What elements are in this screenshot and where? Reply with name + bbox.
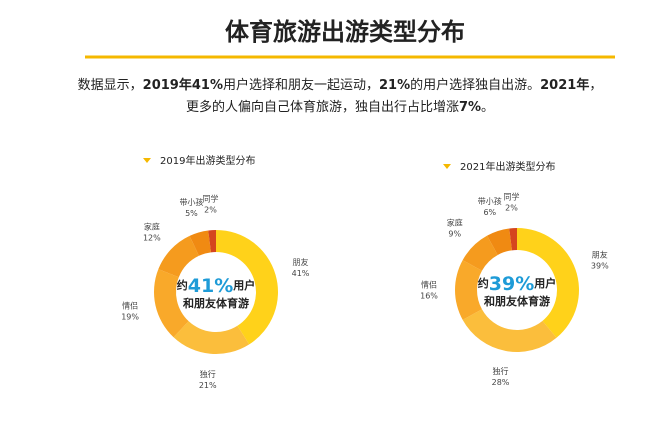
- title-marker: [443, 164, 451, 169]
- segment-value: 39%: [591, 262, 609, 271]
- donut-segment: [208, 230, 216, 253]
- center-highlight: 39%: [489, 273, 534, 295]
- center-suffix: 用户: [233, 278, 255, 292]
- segment-label: 朋友: [293, 257, 309, 267]
- summary-segment: ，: [589, 78, 602, 93]
- summary-segment: 数据显示，: [78, 78, 143, 93]
- summary-line: 数据显示，2019年41%用户选择和朋友一起运动，21%的用户选择独自出游。20…: [78, 77, 603, 93]
- center-text: 约39%用户: [478, 273, 556, 295]
- donut-segment: [173, 321, 250, 354]
- segment-value: 16%: [420, 292, 438, 301]
- center-text-line2: 和朋友体育游: [183, 296, 249, 310]
- center-highlight: 41%: [188, 275, 233, 297]
- segment-value: 21%: [199, 381, 217, 390]
- segment-value: 19%: [121, 313, 139, 322]
- donut-segment: [216, 230, 278, 345]
- donut-segment: [454, 260, 482, 320]
- center-prefix: 约: [478, 276, 489, 290]
- segment-value: 41%: [292, 269, 310, 278]
- center-text: 约41%用户: [177, 275, 255, 297]
- segment-value: 2%: [505, 204, 518, 213]
- title-marker: [143, 158, 151, 163]
- segment-label: 同学: [503, 192, 519, 202]
- summary-segment: 2019年41%: [143, 77, 223, 93]
- summary-segment: 更多的人偏向自己体育旅游，独自出行占比增涨: [186, 99, 459, 115]
- donut-segment: [462, 235, 498, 271]
- segment-value: 28%: [492, 378, 510, 387]
- summary-segment: 。: [481, 100, 494, 115]
- donut-segment: [462, 309, 557, 352]
- summary-segment: 7%: [459, 100, 481, 115]
- segment-value: 9%: [448, 229, 461, 238]
- segment-label: 情侣: [122, 301, 138, 311]
- donut-segment: [154, 269, 189, 338]
- summary-segment: 2021年: [540, 77, 589, 93]
- summary-segment: 的用户选择独自出游。: [410, 77, 540, 93]
- segment-label: 朋友: [592, 250, 608, 260]
- segment-label: 带小孩: [179, 197, 203, 207]
- donut-segment: [487, 228, 512, 255]
- page-title: 体育旅游出游类型分布: [225, 18, 465, 46]
- segment-value: 12%: [143, 233, 161, 242]
- segment-label: 情侣: [421, 280, 437, 290]
- segment-label: 独行: [493, 366, 509, 376]
- segment-value: 6%: [483, 208, 496, 217]
- segment-label: 家庭: [447, 217, 463, 227]
- segment-label: 同学: [202, 194, 218, 204]
- center-text-line2: 和朋友体育游: [484, 294, 550, 308]
- summary-line: 更多的人偏向自己体育旅游，独自出行占比增涨7%。: [186, 99, 494, 115]
- chart-title: 2019年出游类型分布: [160, 154, 255, 167]
- donut-segment: [509, 228, 517, 251]
- center-prefix: 约: [177, 278, 188, 292]
- segment-label: 家庭: [144, 221, 160, 231]
- donut-segment: [517, 228, 579, 338]
- chart-title: 2021年出游类型分布: [460, 160, 555, 173]
- segment-label: 带小孩: [478, 196, 502, 206]
- summary-segment: 21%: [379, 78, 410, 93]
- donut-segment: [189, 230, 211, 256]
- segment-value: 5%: [185, 209, 198, 218]
- summary-segment: 用户选择和朋友一起运动，: [223, 77, 379, 93]
- segment-label: 独行: [200, 369, 216, 379]
- donut-segment: [158, 235, 199, 278]
- segment-value: 2%: [204, 206, 217, 215]
- center-suffix: 用户: [534, 276, 556, 290]
